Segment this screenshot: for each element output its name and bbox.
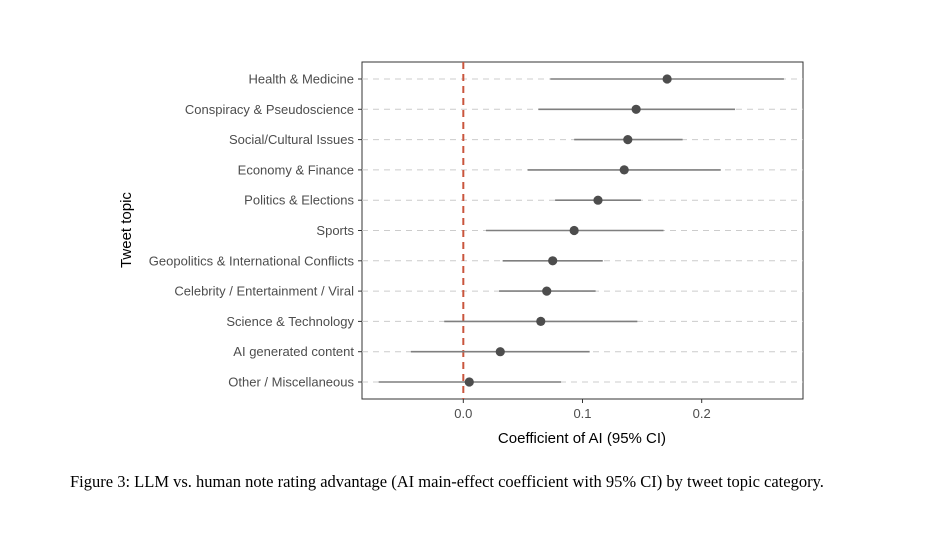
x-tick-label: 0.0 [454,406,472,421]
y-tick-label: Celebrity / Entertainment / Viral [174,284,354,299]
x-tick-label: 0.2 [693,406,711,421]
estimate-point [495,347,505,357]
estimate-points [464,74,672,387]
y-tick-label: Social/Cultural Issues [229,132,354,147]
estimate-point [593,195,603,205]
estimate-point [662,74,672,84]
y-tick-label: AI generated content [233,344,354,359]
figure-caption: Figure 3: LLM vs. human note rating adva… [70,472,824,491]
estimate-point [542,286,552,296]
x-tick-label: 0.1 [573,406,591,421]
estimate-point [623,135,633,145]
estimate-point [569,225,579,236]
estimate-point [631,104,641,114]
estimate-point [464,377,474,387]
y-tick-label: Other / Miscellaneous [228,375,354,390]
estimate-point [548,256,558,266]
estimate-point [536,316,546,326]
x-tick-labels: 0.0 0.1 0.2 [454,399,711,421]
x-axis-title: Coefficient of AI (95% CI) [498,430,666,447]
y-tick-label: Politics & Elections [244,193,354,208]
y-tick-labels: Health & Medicine Conspiracy & Pseudoscie… [149,72,362,390]
y-axis-title: Tweet topic [118,192,135,268]
y-tick-label: Science & Technology [226,314,354,329]
y-tick-label: Economy & Finance [238,162,354,177]
y-tick-label: Geopolitics & International Conflicts [149,253,355,268]
y-tick-label: Health & Medicine [249,72,355,87]
y-tick-label: Sports [316,223,354,238]
estimate-point [619,165,629,175]
y-tick-label: Conspiracy & Pseudoscience [185,102,354,117]
